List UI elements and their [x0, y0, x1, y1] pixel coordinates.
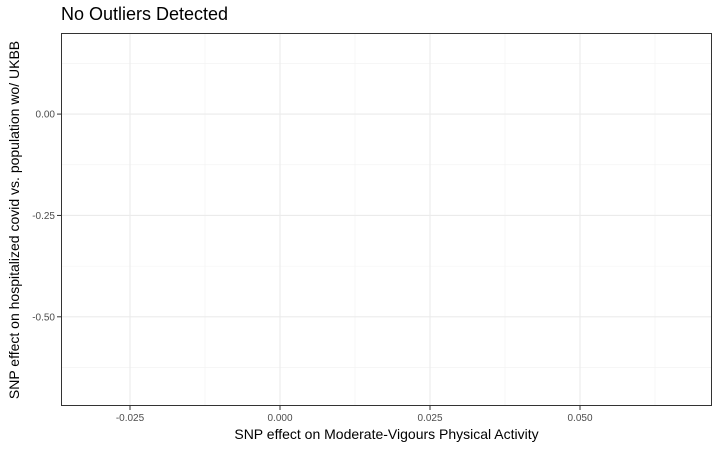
x-tick-label: 0.050 [567, 413, 592, 424]
x-tick-label: -0.025 [116, 413, 145, 424]
y-tick-label: -0.25 [32, 211, 55, 222]
y-axis: 0.00 -0.25 -0.50 [32, 110, 61, 323]
y-tick-label: -0.50 [32, 312, 55, 323]
y-tick-label: 0.00 [36, 110, 56, 121]
x-tick-label: 0.000 [267, 413, 292, 424]
chart-title: No Outliers Detected [61, 4, 229, 24]
panel-border [61, 33, 712, 406]
x-axis-label: SNP effect on Moderate-Vigours Physical … [234, 426, 539, 442]
x-tick-label: 0.025 [417, 413, 442, 424]
x-axis: -0.025 0.000 0.025 0.050 [116, 406, 593, 424]
major-gridlines [61, 33, 712, 406]
minor-gridlines [61, 33, 712, 406]
y-axis-label: SNP effect on hospitalized covid vs. pop… [6, 40, 22, 400]
